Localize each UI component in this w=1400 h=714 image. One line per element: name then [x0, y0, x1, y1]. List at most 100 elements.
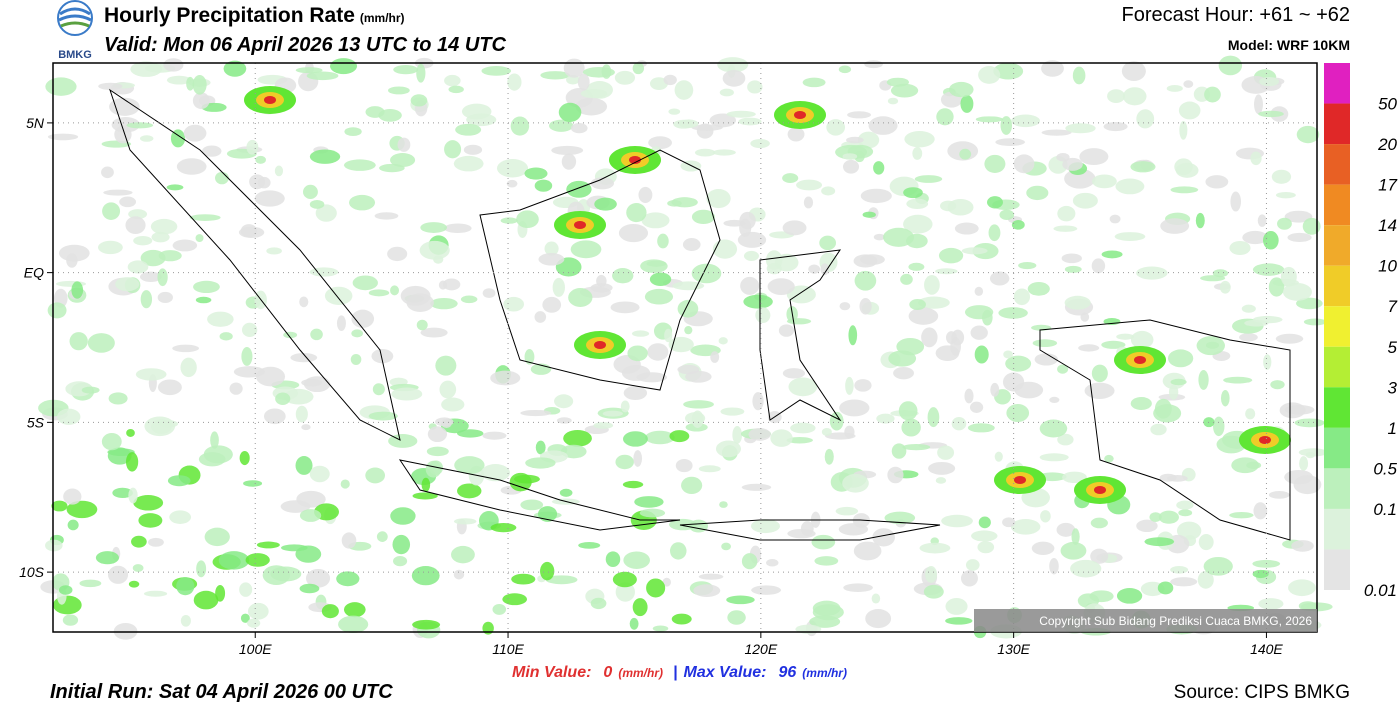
rain-patch — [192, 92, 210, 110]
island — [479, 149, 721, 391]
rain-patch — [157, 268, 168, 287]
rain-patch — [172, 239, 198, 252]
rain-patch — [612, 571, 637, 588]
rain-patch — [1003, 350, 1013, 359]
colorbar-label: 3 — [1388, 378, 1398, 397]
rain-patch — [1130, 161, 1156, 173]
rain-patch — [119, 196, 137, 208]
rain-patch — [691, 124, 723, 131]
rain-patch — [614, 70, 636, 85]
rain-patch — [266, 247, 282, 255]
rain-core — [574, 221, 586, 229]
rain-patch — [537, 506, 558, 522]
valid-time: Valid: Mon 06 April 2026 13 UTC to 14 UT… — [104, 34, 507, 56]
rain-patch — [904, 130, 935, 148]
lat-label: 5S — [27, 414, 45, 430]
rain-patch — [1302, 217, 1321, 235]
rain-patch — [1198, 533, 1214, 551]
rain-patch — [309, 149, 341, 164]
rain-patch — [1205, 175, 1229, 189]
rain-patch — [568, 288, 593, 307]
rain-patch — [58, 585, 73, 595]
rain-patch — [393, 556, 408, 567]
rain-patch — [1296, 125, 1320, 144]
rain-patch — [130, 61, 162, 77]
rain-patch — [1257, 214, 1267, 227]
rain-patch — [960, 570, 978, 587]
rain-patch — [103, 189, 133, 196]
rain-patch — [374, 212, 399, 220]
rain-patch — [420, 222, 447, 233]
rain-patch — [1034, 353, 1058, 366]
rain-patch — [1176, 521, 1202, 540]
rain-patch — [668, 108, 681, 115]
rain-patch — [210, 431, 219, 449]
rain-patch — [180, 614, 191, 627]
rain-patch — [844, 425, 855, 439]
rain-patch — [167, 475, 191, 487]
rain-patch — [340, 479, 350, 489]
rain-patch — [1089, 590, 1114, 603]
rain-patch — [420, 327, 448, 338]
rain-patch — [341, 532, 357, 549]
rain-patch — [644, 288, 674, 305]
rain-patch — [204, 527, 230, 547]
rain-patch — [426, 446, 449, 457]
rain-patch — [1167, 349, 1194, 368]
colorbar-label: 14 — [1378, 216, 1397, 235]
rain-patch — [163, 58, 184, 72]
colorbar-label: 5 — [1388, 338, 1398, 357]
rain-patch — [669, 542, 687, 560]
rain-patch — [299, 296, 309, 308]
rain-patch — [842, 153, 858, 160]
colorbar-box — [1324, 184, 1350, 226]
rain-patch — [166, 75, 192, 85]
title-unit: (mm/hr) — [360, 11, 405, 25]
rain-patch — [1136, 266, 1168, 280]
colorbar-label: 20 — [1377, 135, 1397, 154]
rain-patch — [1056, 522, 1076, 537]
rain-patch — [455, 123, 482, 136]
rain-patch — [752, 392, 764, 411]
rain-patch — [747, 80, 763, 94]
rain-patch — [989, 271, 1010, 286]
rain-patch — [207, 311, 234, 327]
island — [398, 459, 681, 531]
rain-patch — [767, 278, 795, 295]
rain-patch — [698, 465, 721, 473]
rain-patch — [376, 531, 388, 542]
rain-patch — [662, 577, 671, 587]
rain-patch — [442, 278, 461, 291]
rain-patch — [1060, 541, 1087, 560]
colorbar-box — [1324, 103, 1350, 145]
rain-patch — [826, 119, 846, 136]
precipitation-field — [38, 55, 1333, 640]
rain-patch — [456, 429, 484, 438]
rain-patch — [693, 584, 721, 597]
rain-patch — [732, 426, 743, 444]
rain-patch — [542, 296, 562, 313]
rain-patch — [1049, 557, 1059, 575]
rain-core — [629, 156, 641, 164]
rain-patch — [138, 513, 163, 528]
rain-patch — [960, 94, 974, 113]
rain-patch — [998, 307, 1028, 319]
rain-patch — [1041, 129, 1072, 136]
rain-patch — [971, 530, 998, 542]
rain-patch — [937, 445, 955, 460]
colorbar-box — [1324, 468, 1350, 509]
rain-patch — [444, 74, 461, 87]
rain-patch — [945, 331, 957, 344]
separator: | — [673, 664, 677, 681]
rain-patch — [435, 355, 457, 376]
rain-patch — [871, 593, 881, 604]
rain-patch — [343, 159, 376, 171]
rain-patch — [58, 244, 90, 262]
rain-patch — [1091, 258, 1106, 274]
rain-patch — [639, 508, 666, 518]
rain-patch — [684, 325, 693, 335]
rain-patch — [393, 65, 419, 75]
rain-patch — [510, 116, 530, 136]
rain-patch — [45, 539, 63, 552]
model: Model: WRF 10KM — [1228, 37, 1350, 53]
